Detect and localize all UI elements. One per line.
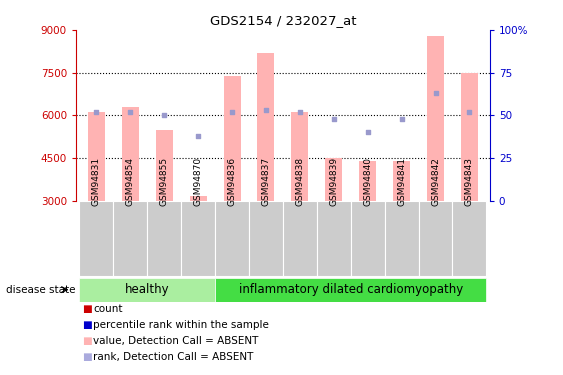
Text: percentile rank within the sample: percentile rank within the sample bbox=[93, 320, 269, 330]
Text: inflammatory dilated cardiomyopathy: inflammatory dilated cardiomyopathy bbox=[239, 283, 463, 296]
Text: GSM94854: GSM94854 bbox=[126, 157, 135, 206]
Bar bbox=[215, 201, 249, 276]
Bar bbox=[359, 161, 376, 201]
Bar bbox=[257, 53, 274, 201]
Point bbox=[397, 116, 406, 122]
Text: GSM94855: GSM94855 bbox=[160, 157, 169, 206]
Text: value, Detection Call = ABSENT: value, Detection Call = ABSENT bbox=[93, 336, 258, 346]
Title: GDS2154 / 232027_at: GDS2154 / 232027_at bbox=[209, 15, 356, 27]
Point bbox=[329, 116, 338, 122]
Text: disease state: disease state bbox=[6, 285, 75, 295]
Bar bbox=[79, 278, 215, 302]
Text: ■: ■ bbox=[82, 352, 91, 362]
Bar bbox=[283, 201, 317, 276]
Text: GSM94840: GSM94840 bbox=[363, 157, 372, 206]
Bar bbox=[181, 201, 215, 276]
Text: GSM94831: GSM94831 bbox=[92, 157, 101, 206]
Bar bbox=[79, 201, 113, 276]
Point bbox=[296, 109, 305, 115]
Text: GSM94838: GSM94838 bbox=[296, 157, 305, 206]
Point bbox=[126, 109, 135, 115]
Text: ■: ■ bbox=[82, 320, 91, 330]
Text: ■: ■ bbox=[82, 304, 91, 314]
Point bbox=[92, 109, 101, 115]
Text: ■: ■ bbox=[82, 336, 91, 346]
Text: healthy: healthy bbox=[125, 283, 169, 296]
Point bbox=[160, 112, 169, 118]
Bar bbox=[418, 201, 453, 276]
Bar bbox=[453, 201, 486, 276]
Bar bbox=[351, 201, 385, 276]
Bar bbox=[385, 201, 418, 276]
Text: GSM94839: GSM94839 bbox=[329, 157, 338, 206]
Bar bbox=[122, 107, 138, 201]
Text: rank, Detection Call = ABSENT: rank, Detection Call = ABSENT bbox=[93, 352, 253, 362]
Text: GSM94843: GSM94843 bbox=[465, 157, 474, 206]
Text: count: count bbox=[93, 304, 122, 314]
Bar bbox=[88, 112, 105, 201]
Text: GSM94870: GSM94870 bbox=[194, 157, 203, 206]
Point bbox=[363, 129, 372, 135]
Bar bbox=[113, 201, 148, 276]
Point bbox=[431, 90, 440, 96]
Bar bbox=[325, 158, 342, 201]
Bar bbox=[292, 112, 309, 201]
Bar bbox=[393, 161, 410, 201]
Point bbox=[465, 109, 474, 115]
Text: GSM94837: GSM94837 bbox=[261, 157, 270, 206]
Bar bbox=[249, 201, 283, 276]
Text: GSM94842: GSM94842 bbox=[431, 157, 440, 206]
Bar bbox=[156, 129, 173, 201]
Text: GSM94841: GSM94841 bbox=[397, 157, 406, 206]
Point bbox=[261, 107, 270, 113]
Bar bbox=[190, 196, 207, 201]
Bar bbox=[317, 201, 351, 276]
Bar bbox=[215, 278, 486, 302]
Bar bbox=[224, 75, 240, 201]
Text: GSM94836: GSM94836 bbox=[227, 157, 236, 206]
Point bbox=[194, 133, 203, 139]
Point bbox=[227, 109, 236, 115]
Bar bbox=[148, 201, 181, 276]
Bar bbox=[461, 73, 478, 201]
Bar bbox=[427, 36, 444, 201]
